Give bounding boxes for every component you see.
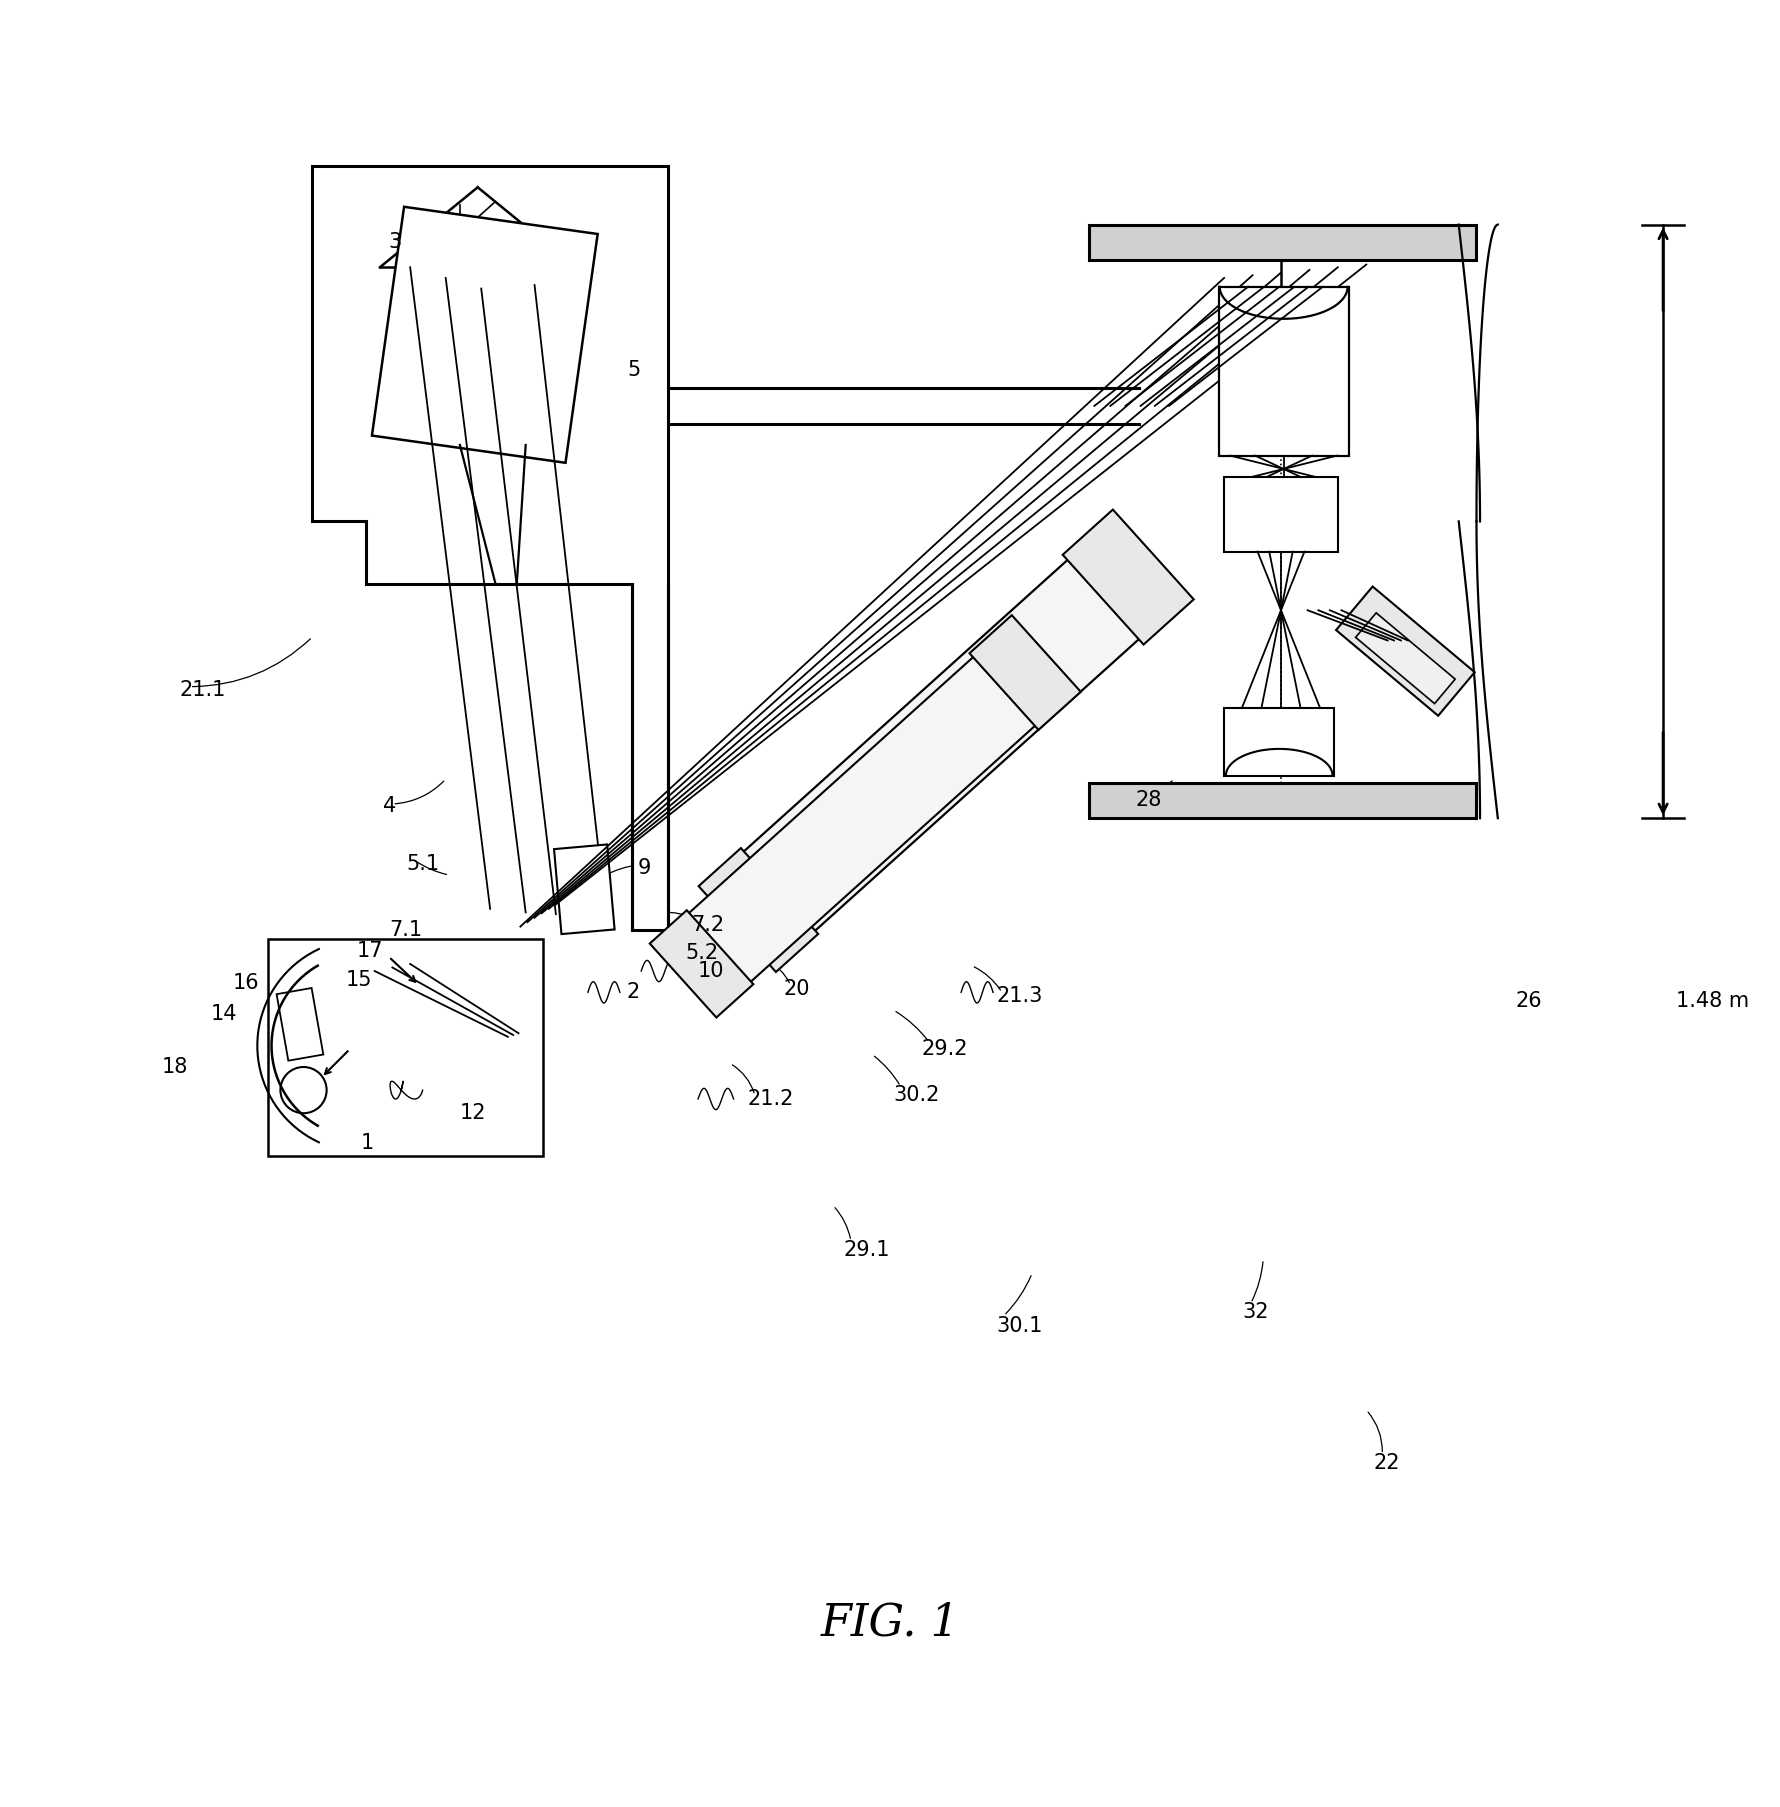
Text: 7.2: 7.2 bbox=[691, 914, 724, 934]
Polygon shape bbox=[1337, 587, 1474, 716]
Text: 1: 1 bbox=[360, 1133, 374, 1153]
Text: 9: 9 bbox=[637, 858, 651, 878]
Polygon shape bbox=[1356, 613, 1456, 703]
Text: 15: 15 bbox=[345, 970, 372, 990]
Text: 21.2: 21.2 bbox=[748, 1090, 794, 1109]
Polygon shape bbox=[1219, 287, 1349, 455]
Polygon shape bbox=[1225, 477, 1339, 551]
Text: 29.2: 29.2 bbox=[922, 1039, 968, 1059]
Polygon shape bbox=[1063, 510, 1194, 645]
Text: FIG. 1: FIG. 1 bbox=[821, 1601, 959, 1644]
Polygon shape bbox=[698, 847, 819, 972]
Text: 5.1: 5.1 bbox=[406, 855, 440, 875]
Polygon shape bbox=[1089, 782, 1476, 819]
Polygon shape bbox=[650, 911, 753, 1017]
Text: 32: 32 bbox=[1242, 1303, 1269, 1323]
Text: 18: 18 bbox=[162, 1057, 187, 1077]
Text: 21.1: 21.1 bbox=[180, 679, 226, 701]
Polygon shape bbox=[269, 940, 543, 1156]
Polygon shape bbox=[970, 614, 1080, 730]
Text: 21.3: 21.3 bbox=[997, 987, 1043, 1006]
Text: 28: 28 bbox=[1136, 790, 1162, 810]
Text: 7.1: 7.1 bbox=[388, 920, 422, 940]
Text: 5: 5 bbox=[627, 360, 641, 379]
Text: 14: 14 bbox=[212, 1003, 237, 1025]
Polygon shape bbox=[372, 206, 598, 463]
Text: 26: 26 bbox=[1515, 992, 1541, 1012]
Text: 12: 12 bbox=[459, 1104, 486, 1124]
Text: 17: 17 bbox=[356, 941, 383, 961]
Text: 5.2: 5.2 bbox=[685, 943, 719, 963]
Polygon shape bbox=[1089, 224, 1476, 260]
Text: 29.1: 29.1 bbox=[844, 1240, 890, 1259]
Text: 20: 20 bbox=[783, 979, 810, 999]
Text: 22: 22 bbox=[1374, 1453, 1399, 1473]
Polygon shape bbox=[276, 988, 324, 1061]
Text: 10: 10 bbox=[698, 961, 724, 981]
Text: 16: 16 bbox=[233, 974, 260, 994]
Text: 1.48 m: 1.48 m bbox=[1675, 992, 1748, 1012]
Polygon shape bbox=[671, 638, 1056, 997]
Polygon shape bbox=[313, 166, 668, 931]
Text: 4: 4 bbox=[383, 795, 397, 815]
Polygon shape bbox=[1225, 708, 1335, 775]
Text: 30.2: 30.2 bbox=[894, 1086, 940, 1106]
Polygon shape bbox=[554, 844, 614, 934]
Text: 3: 3 bbox=[388, 233, 402, 253]
Polygon shape bbox=[723, 537, 1164, 950]
Text: 30.1: 30.1 bbox=[997, 1317, 1043, 1337]
Text: 2: 2 bbox=[627, 983, 641, 1003]
